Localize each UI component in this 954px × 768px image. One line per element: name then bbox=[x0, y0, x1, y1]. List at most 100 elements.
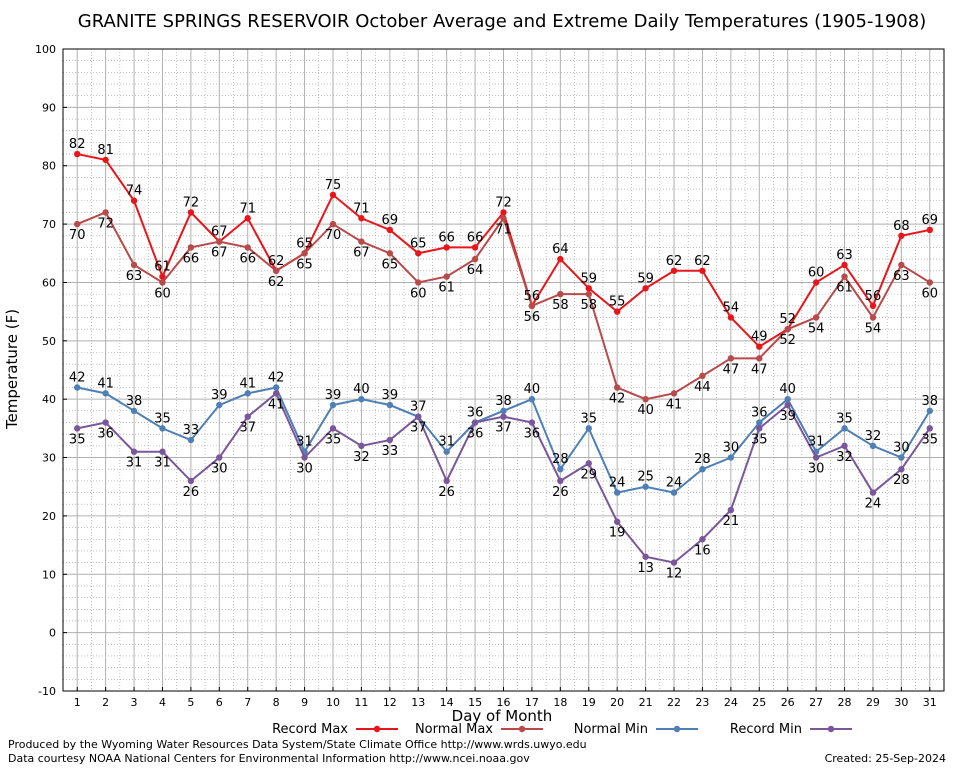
legend-marker-normal-min bbox=[673, 725, 681, 733]
data-point-normal-min bbox=[358, 395, 365, 403]
x-tick-label: 31 bbox=[923, 696, 937, 709]
data-label-record-min: 26 bbox=[438, 485, 455, 500]
data-label-record-max: 49 bbox=[751, 330, 768, 345]
data-point-record-max bbox=[898, 232, 905, 239]
data-label-normal-max: 56 bbox=[524, 310, 541, 325]
data-point-record-min bbox=[585, 460, 592, 467]
data-label-normal-min: 35 bbox=[836, 411, 853, 426]
data-label-normal-max: 61 bbox=[438, 281, 455, 296]
data-label-normal-min: 40 bbox=[779, 382, 796, 397]
data-point-record-max bbox=[869, 302, 877, 309]
data-point-record-max bbox=[585, 285, 592, 292]
data-point-normal-max bbox=[869, 314, 877, 321]
data-label-record-max: 59 bbox=[580, 271, 597, 286]
data-point-normal-max bbox=[500, 215, 507, 222]
data-label-normal-max: 70 bbox=[325, 228, 342, 243]
data-point-record-max bbox=[471, 244, 479, 251]
data-point-normal-min bbox=[159, 425, 166, 432]
data-label-normal-max: 58 bbox=[552, 298, 569, 313]
data-point-normal-max bbox=[102, 209, 109, 216]
data-label-record-max: 69 bbox=[922, 213, 939, 228]
x-tick-label: 4 bbox=[159, 696, 166, 709]
data-point-normal-min bbox=[699, 466, 706, 473]
x-tick-label: 1 bbox=[74, 696, 81, 709]
data-label-record-max: 52 bbox=[779, 312, 796, 327]
data-label-normal-min: 37 bbox=[410, 400, 427, 415]
x-tick-label: 22 bbox=[667, 696, 681, 709]
data-label-normal-max: 52 bbox=[779, 333, 796, 348]
data-point-record-min bbox=[869, 489, 877, 496]
data-label-normal-max: 66 bbox=[239, 251, 256, 266]
data-label-normal-max: 61 bbox=[836, 281, 853, 296]
data-label-record-min: 31 bbox=[126, 456, 143, 471]
data-label-record-min: 12 bbox=[666, 567, 683, 582]
data-point-record-min bbox=[159, 448, 166, 455]
x-tick-label: 13 bbox=[411, 696, 425, 709]
data-point-normal-max bbox=[528, 302, 536, 309]
data-point-normal-min bbox=[784, 395, 791, 403]
series-layer bbox=[74, 150, 933, 566]
data-point-normal-min bbox=[443, 448, 450, 455]
legend-marker-normal-max bbox=[518, 725, 526, 733]
x-tick-label: 23 bbox=[695, 696, 709, 709]
x-tick-label: 28 bbox=[838, 696, 852, 709]
data-label-normal-min: 32 bbox=[865, 429, 882, 444]
data-label-normal-max: 60 bbox=[154, 286, 171, 301]
data-label-record-max: 62 bbox=[694, 254, 711, 269]
data-point-normal-min bbox=[74, 384, 81, 391]
data-point-record-min bbox=[841, 442, 848, 450]
y-tick-label: 90 bbox=[42, 101, 56, 114]
data-point-record-max bbox=[699, 267, 706, 274]
data-label-record-max: 62 bbox=[666, 254, 683, 269]
x-tick-label: 5 bbox=[187, 696, 194, 709]
data-label-normal-min: 31 bbox=[296, 435, 313, 450]
data-point-record-min bbox=[613, 518, 621, 525]
data-point-record-max bbox=[329, 191, 337, 199]
data-label-normal-min: 38 bbox=[495, 394, 512, 409]
data-point-normal-min bbox=[557, 466, 564, 473]
data-point-record-max bbox=[756, 343, 763, 350]
data-point-record-min bbox=[74, 425, 81, 432]
data-label-record-min: 36 bbox=[524, 427, 541, 442]
data-label-normal-min: 42 bbox=[268, 371, 285, 386]
data-label-normal-min: 38 bbox=[126, 394, 143, 409]
data-label-record-min: 16 bbox=[694, 543, 711, 558]
data-point-record-max bbox=[670, 267, 678, 274]
y-tick-label: 60 bbox=[42, 276, 56, 289]
data-label-normal-max: 54 bbox=[865, 321, 882, 336]
data-point-normal-min bbox=[727, 454, 735, 461]
data-label-normal-min: 28 bbox=[552, 452, 569, 467]
data-point-record-max bbox=[187, 209, 195, 216]
x-tick-label: 26 bbox=[781, 696, 795, 709]
data-point-record-min bbox=[244, 413, 251, 420]
data-point-record-min bbox=[670, 559, 678, 566]
data-label-normal-min: 40 bbox=[353, 382, 370, 397]
data-label-record-min: 30 bbox=[211, 462, 228, 477]
data-label-record-min: 33 bbox=[382, 444, 399, 459]
data-point-record-max bbox=[102, 156, 109, 164]
data-point-record-min bbox=[557, 477, 564, 485]
x-tick-label: 11 bbox=[354, 696, 368, 709]
data-point-normal-max bbox=[415, 279, 422, 286]
data-point-normal-min bbox=[216, 401, 223, 409]
data-point-record-max bbox=[159, 273, 166, 280]
data-label-record-max: 81 bbox=[97, 143, 114, 158]
data-label-normal-min: 24 bbox=[609, 476, 626, 491]
data-point-record-min bbox=[216, 454, 223, 461]
data-label-record-min: 13 bbox=[637, 561, 654, 576]
data-label-record-min: 31 bbox=[154, 456, 171, 471]
legend-marker-record-min bbox=[827, 725, 835, 733]
data-label-normal-max: 67 bbox=[353, 246, 370, 261]
data-point-normal-max bbox=[386, 250, 394, 257]
data-label-record-min: 35 bbox=[922, 432, 939, 447]
data-label-normal-min: 30 bbox=[893, 441, 910, 456]
data-point-normal-max bbox=[130, 261, 138, 269]
data-point-record-max bbox=[727, 314, 735, 321]
data-point-normal-min bbox=[130, 407, 138, 415]
data-label-normal-max: 65 bbox=[382, 257, 399, 272]
data-point-record-min bbox=[500, 413, 507, 420]
x-tick-label: 2 bbox=[102, 696, 109, 709]
data-point-normal-max bbox=[471, 255, 479, 263]
data-point-record-min bbox=[272, 390, 280, 397]
